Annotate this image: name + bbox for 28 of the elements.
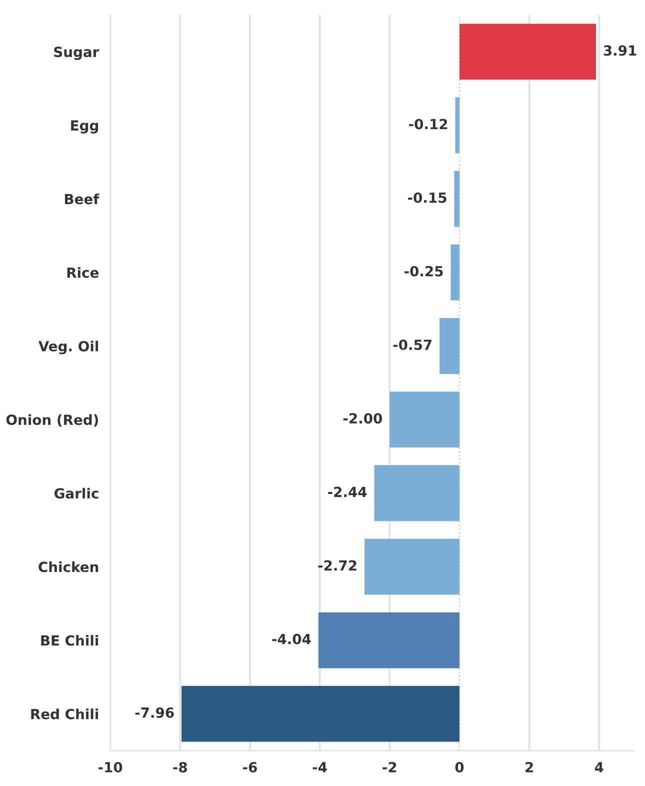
x-tick-label: -2 xyxy=(382,762,396,772)
y-tick-label: BE Chili xyxy=(41,635,98,646)
y-tick-label: Red Chili xyxy=(31,708,98,720)
data-label: 3.91 xyxy=(604,45,636,56)
y-tick-label: Rice xyxy=(67,267,99,278)
x-tick-label: -10 xyxy=(98,762,122,772)
x-tick-label: 0 xyxy=(455,762,464,772)
y-tick-label: Sugar xyxy=(54,46,100,60)
y-tick-label: Chicken xyxy=(38,561,98,572)
data-label: -0.57 xyxy=(393,340,432,350)
data-label: -2.72 xyxy=(318,560,356,571)
data-label: -2.00 xyxy=(343,413,382,424)
x-tick-label: 4 xyxy=(594,762,604,772)
y-tick-label: Onion (Red) xyxy=(6,414,98,427)
y-tick-label: Veg. Oil xyxy=(38,340,98,354)
x-tick-label: -6 xyxy=(243,762,257,772)
x-tick-label: -8 xyxy=(173,762,187,772)
data-label: -0.25 xyxy=(404,266,443,276)
data-label: -2.44 xyxy=(328,486,367,497)
y-tick-label: Garlic xyxy=(54,488,98,499)
x-tick-label: -4 xyxy=(312,762,327,772)
data-label: -0.12 xyxy=(409,118,448,130)
data-label: -7.96 xyxy=(135,707,174,718)
data-label: -4.04 xyxy=(272,634,311,644)
x-tick-label: 2 xyxy=(526,762,533,772)
y-tick-label: Egg xyxy=(71,120,98,134)
data-label: -0.15 xyxy=(408,192,446,203)
y-tick-label: Beef xyxy=(64,194,100,204)
